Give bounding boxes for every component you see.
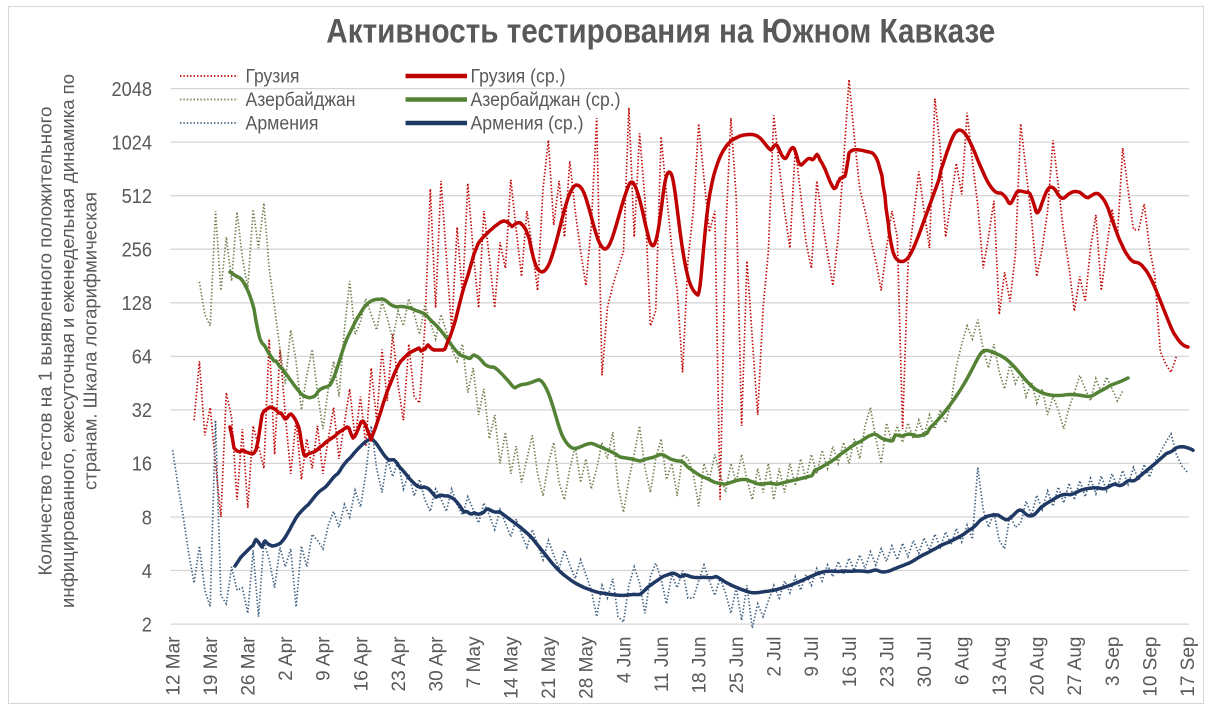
svg-text:2 Jul: 2 Jul [765,637,786,677]
svg-text:23 Apr: 23 Apr [389,636,410,692]
svg-text:32: 32 [132,399,152,422]
svg-text:17 Sep: 17 Sep [1178,637,1199,697]
svg-text:9 Jul: 9 Jul [802,637,823,677]
svg-text:512: 512 [122,185,152,208]
svg-text:9 Apr: 9 Apr [314,636,335,681]
svg-text:27 Aug: 27 Aug [1065,637,1086,696]
svg-text:Армения (ср.): Армения (ср.) [471,114,584,135]
svg-text:30 Jul: 30 Jul [915,637,936,688]
svg-text:26 Mar: 26 Mar [239,636,260,696]
svg-text:16: 16 [132,453,152,476]
svg-text:10 Sep: 10 Sep [1140,637,1161,697]
svg-text:30 Apr: 30 Apr [426,636,447,692]
svg-text:12 Mar: 12 Mar [163,636,184,696]
svg-text:2048: 2048 [112,78,153,101]
svg-text:21 May: 21 May [539,636,560,699]
svg-text:23 Jul: 23 Jul [877,637,898,688]
svg-text:4 Jun: 4 Jun [614,637,635,683]
svg-text:инфицированного, ежесуточная и: инфицированного, ежесуточная и еженедель… [57,74,78,608]
svg-text:16 Apr: 16 Apr [351,636,372,692]
svg-text:11 Jun: 11 Jun [652,637,673,693]
svg-text:Азербайджан (ср.): Азербайджан (ср.) [471,90,621,111]
svg-text:2 Apr: 2 Apr [276,636,297,681]
svg-text:256: 256 [122,239,152,262]
svg-text:20 Aug: 20 Aug [1028,637,1049,696]
svg-text:Армения: Армения [246,114,319,135]
svg-text:странам. Шкала логарифмическая: странам. Шкала логарифмическая [80,192,101,490]
svg-text:18 Jun: 18 Jun [690,637,711,694]
svg-text:19 Mar: 19 Mar [201,636,222,696]
svg-text:Азербайджан: Азербайджан [246,90,356,111]
svg-text:8: 8 [142,506,152,529]
svg-text:13 Aug: 13 Aug [990,637,1011,696]
svg-text:16 Jul: 16 Jul [840,637,861,688]
svg-text:Грузия: Грузия [246,67,300,88]
svg-text:64: 64 [132,346,152,369]
svg-text:28 May: 28 May [577,636,598,699]
svg-text:1024: 1024 [112,131,153,154]
svg-text:7 May: 7 May [464,636,485,688]
svg-text:128: 128 [122,292,152,315]
svg-text:25 Jun: 25 Jun [727,637,748,694]
svg-text:Количество тестов на 1 выявлен: Количество тестов на 1 выявленного полож… [35,107,56,576]
svg-text:14 May: 14 May [502,636,523,699]
svg-text:2: 2 [142,613,152,636]
svg-text:Грузия (ср.): Грузия (ср.) [471,67,566,88]
svg-text:6 Aug: 6 Aug [953,637,974,686]
svg-text:Активность тестирования на Южн: Активность тестирования на Южном Кавказе [326,12,995,50]
svg-text:4: 4 [142,560,152,583]
svg-text:3 Sep: 3 Sep [1103,637,1124,687]
